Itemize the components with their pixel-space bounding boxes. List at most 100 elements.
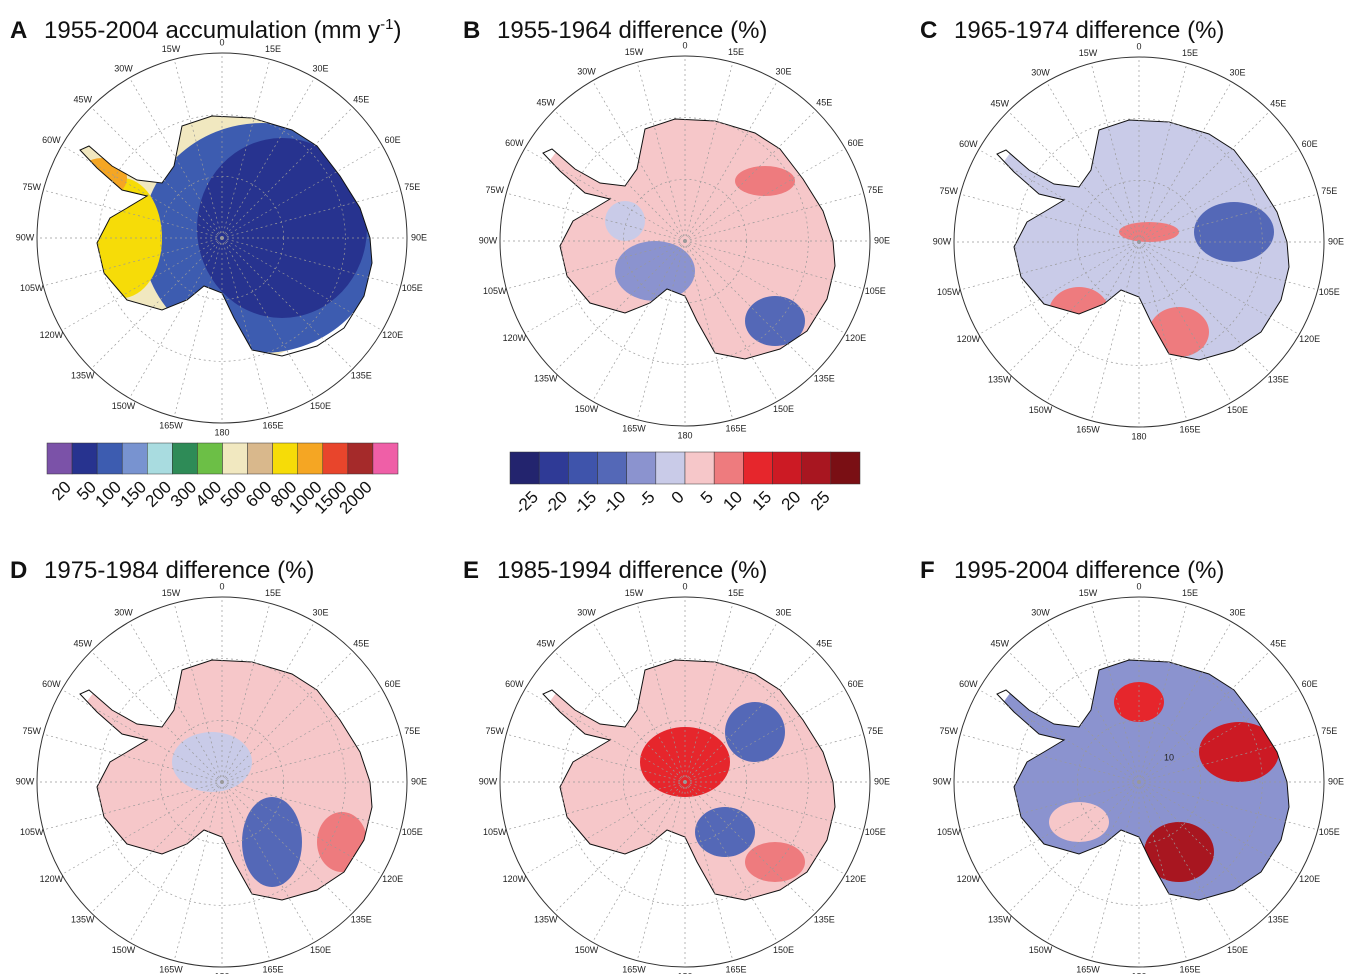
- longitude-label: 75W: [22, 726, 41, 736]
- longitude-label: 15E: [728, 47, 744, 57]
- meridian: [1090, 63, 1140, 243]
- longitude-label: 90W: [933, 236, 952, 246]
- meridian: [1138, 781, 1232, 943]
- colorbar-label: 5: [697, 487, 717, 507]
- colorbar-swatch: [597, 451, 627, 485]
- longitude-label: 30W: [577, 67, 596, 77]
- longitude-label: 165E: [725, 965, 746, 974]
- longitude-label: 15E: [1182, 48, 1198, 58]
- meridian: [61, 689, 223, 783]
- meridian: [506, 240, 686, 290]
- meridian: [173, 781, 223, 961]
- panel-letter: C: [920, 17, 937, 44]
- longitude-label: 60W: [42, 135, 61, 145]
- map-frame: [499, 55, 871, 427]
- longitude-label: 60W: [959, 139, 978, 149]
- meridian: [90, 650, 223, 783]
- longitude-label: 0: [1136, 581, 1141, 591]
- meridian: [684, 781, 864, 831]
- longitude-label: 45W: [990, 98, 1009, 108]
- longitude-label: 15W: [1079, 588, 1098, 598]
- longitude-label: 120W: [40, 330, 64, 340]
- longitude-label: 105E: [865, 827, 886, 837]
- longitude-label: 135W: [534, 914, 558, 924]
- field-patch: [197, 138, 367, 318]
- longitude-label: 90W: [479, 776, 498, 786]
- meridian: [1138, 689, 1300, 783]
- meridian: [1138, 149, 1300, 243]
- contour-label: 10: [1164, 752, 1174, 762]
- meridian: [1090, 241, 1140, 421]
- field-patch: [695, 807, 755, 857]
- longitude-label: 60E: [385, 679, 401, 689]
- meridian: [684, 240, 817, 373]
- colorbar-label: 20: [48, 477, 75, 504]
- meridian: [978, 149, 1140, 243]
- longitude-label: 30E: [1229, 68, 1245, 78]
- longitude-label: 165W: [159, 965, 183, 974]
- meridian: [1138, 241, 1232, 403]
- meridian: [173, 237, 223, 417]
- meridian: [221, 237, 354, 370]
- longitude-label: 75E: [404, 182, 420, 192]
- field-patch: [745, 296, 805, 346]
- longitude-label: 105E: [402, 827, 423, 837]
- meridian: [506, 781, 686, 831]
- longitude-label: 165W: [159, 421, 183, 431]
- longitude-label: 165W: [622, 424, 646, 434]
- longitude-label: 135E: [1268, 914, 1289, 924]
- longitude-label: 150W: [112, 401, 136, 411]
- meridian: [1046, 81, 1140, 243]
- meridian: [684, 781, 817, 914]
- title-text: 1985-1994 difference (%): [497, 557, 767, 584]
- meridian: [684, 603, 734, 783]
- meridian: [684, 192, 864, 242]
- longitude-label: 105W: [483, 827, 507, 837]
- panel-title: 1965-1974 difference (%): [954, 17, 1224, 44]
- meridian: [960, 733, 1140, 783]
- panel-letter: E: [463, 557, 479, 584]
- meridian: [129, 77, 223, 239]
- longitude-label: 60E: [1302, 679, 1318, 689]
- colorbar-swatch: [830, 451, 861, 485]
- meridian: [960, 781, 1140, 831]
- longitude-label: 120E: [1299, 334, 1320, 344]
- longitude-label: 150E: [310, 401, 331, 411]
- longitude-label: 120W: [503, 874, 527, 884]
- coastline: [542, 118, 836, 360]
- longitude-label: 30E: [312, 608, 328, 618]
- longitude-label: 90E: [411, 232, 427, 242]
- longitude-label: 75W: [485, 185, 504, 195]
- latitude-circle: [1015, 118, 1263, 366]
- longitude-label: 165W: [1076, 425, 1100, 435]
- longitude-label: 15E: [265, 588, 281, 598]
- longitude-label: 30W: [1031, 68, 1050, 78]
- longitude-label: 105W: [20, 827, 44, 837]
- longitude-label: 105E: [402, 283, 423, 293]
- longitude-label: 135W: [534, 373, 558, 383]
- meridian: [221, 145, 383, 239]
- meridian: [684, 62, 734, 242]
- longitude-label: 15E: [265, 44, 281, 54]
- longitude-label: 45E: [353, 94, 369, 104]
- longitude-label: 165W: [1076, 965, 1100, 974]
- longitude-label: 120E: [845, 874, 866, 884]
- meridian: [960, 241, 1140, 291]
- longitude-label: 150W: [1029, 405, 1053, 415]
- meridian: [1138, 781, 1271, 914]
- colorbar-label: 0: [668, 487, 688, 507]
- meridian: [221, 59, 271, 239]
- longitude-label: 45E: [816, 638, 832, 648]
- colorbar-swatch: [655, 451, 686, 485]
- longitude-label: 90W: [479, 235, 498, 245]
- longitude-label: 150W: [575, 404, 599, 414]
- meridian: [1138, 621, 1232, 783]
- colorbar-label: -20: [540, 487, 571, 518]
- longitude-label: 120W: [957, 334, 981, 344]
- colorbar-label: -15: [570, 487, 601, 518]
- longitude-label: 150W: [112, 945, 136, 955]
- longitude-label: 75E: [1321, 726, 1337, 736]
- meridian: [1138, 650, 1271, 783]
- longitude-label: 75E: [404, 726, 420, 736]
